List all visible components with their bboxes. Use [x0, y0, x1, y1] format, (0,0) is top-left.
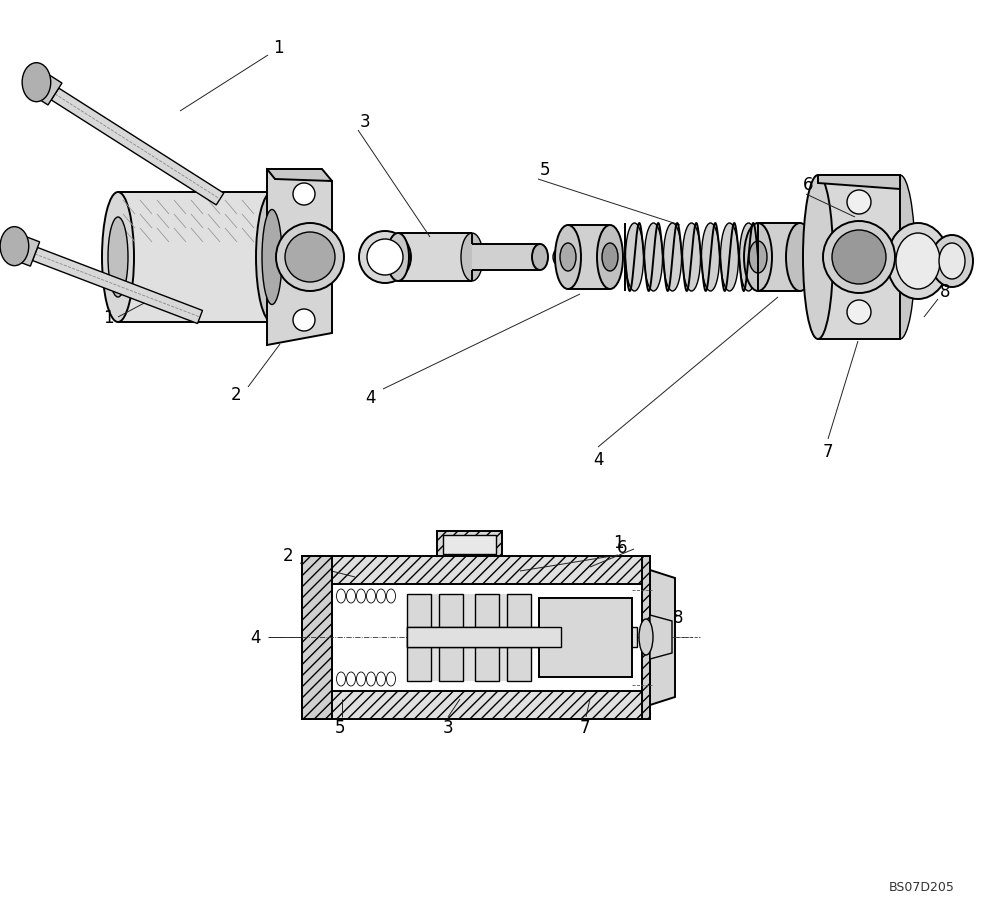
- Polygon shape: [29, 72, 62, 106]
- Ellipse shape: [847, 301, 871, 324]
- Ellipse shape: [367, 240, 403, 276]
- Ellipse shape: [256, 193, 288, 322]
- Polygon shape: [407, 628, 637, 648]
- Ellipse shape: [803, 176, 833, 340]
- Polygon shape: [332, 584, 642, 691]
- Polygon shape: [507, 594, 531, 681]
- Polygon shape: [758, 224, 800, 292]
- Ellipse shape: [625, 224, 644, 292]
- Ellipse shape: [701, 224, 720, 292]
- Polygon shape: [439, 594, 463, 681]
- Ellipse shape: [885, 176, 915, 340]
- Text: 2: 2: [283, 547, 293, 565]
- Polygon shape: [407, 594, 431, 681]
- Text: 6: 6: [617, 538, 627, 557]
- Polygon shape: [51, 89, 224, 206]
- Text: 3: 3: [360, 113, 370, 131]
- Ellipse shape: [560, 244, 576, 271]
- Text: 4: 4: [593, 451, 603, 468]
- Ellipse shape: [553, 249, 567, 267]
- Polygon shape: [118, 193, 272, 322]
- Text: 1: 1: [103, 309, 113, 327]
- Text: 4: 4: [250, 629, 260, 646]
- Ellipse shape: [22, 64, 51, 103]
- Polygon shape: [10, 235, 40, 267]
- Ellipse shape: [108, 218, 128, 298]
- Polygon shape: [33, 248, 202, 324]
- Ellipse shape: [293, 310, 315, 332]
- Ellipse shape: [262, 210, 282, 305]
- Ellipse shape: [602, 244, 618, 271]
- Ellipse shape: [555, 226, 581, 290]
- Ellipse shape: [896, 234, 940, 290]
- Text: 2: 2: [231, 385, 241, 404]
- Ellipse shape: [102, 193, 134, 322]
- Ellipse shape: [847, 190, 871, 215]
- Text: 8: 8: [673, 609, 683, 627]
- Text: 5: 5: [540, 161, 550, 179]
- Text: 4: 4: [365, 389, 375, 406]
- Ellipse shape: [939, 244, 965, 280]
- Text: 6: 6: [803, 176, 813, 194]
- Ellipse shape: [682, 224, 701, 292]
- Polygon shape: [407, 594, 531, 681]
- Ellipse shape: [644, 224, 663, 292]
- Polygon shape: [267, 169, 332, 182]
- Polygon shape: [642, 557, 650, 719]
- Ellipse shape: [931, 236, 973, 288]
- Polygon shape: [539, 599, 632, 677]
- Polygon shape: [267, 169, 332, 345]
- Polygon shape: [302, 557, 650, 719]
- Ellipse shape: [285, 232, 335, 282]
- Ellipse shape: [749, 241, 767, 273]
- Polygon shape: [407, 628, 561, 648]
- Polygon shape: [302, 557, 332, 719]
- Ellipse shape: [597, 226, 623, 290]
- Ellipse shape: [887, 224, 949, 300]
- Ellipse shape: [276, 224, 344, 292]
- Text: BS07D205: BS07D205: [889, 881, 955, 894]
- Ellipse shape: [359, 231, 411, 283]
- Polygon shape: [818, 176, 900, 340]
- Polygon shape: [475, 594, 499, 681]
- Polygon shape: [650, 615, 672, 660]
- Ellipse shape: [461, 234, 483, 281]
- Ellipse shape: [293, 184, 315, 206]
- Polygon shape: [443, 536, 496, 555]
- Ellipse shape: [639, 619, 653, 655]
- Text: 5: 5: [335, 718, 345, 736]
- Ellipse shape: [744, 224, 772, 292]
- Ellipse shape: [739, 224, 758, 292]
- Ellipse shape: [823, 221, 895, 293]
- Ellipse shape: [0, 228, 29, 266]
- Ellipse shape: [720, 224, 739, 292]
- Polygon shape: [818, 176, 900, 189]
- Polygon shape: [472, 245, 540, 271]
- Polygon shape: [650, 570, 675, 705]
- Ellipse shape: [832, 230, 886, 285]
- Polygon shape: [398, 234, 472, 281]
- Text: 7: 7: [823, 443, 833, 460]
- Ellipse shape: [532, 245, 548, 271]
- Text: 1: 1: [273, 39, 283, 57]
- Text: 8: 8: [940, 282, 950, 301]
- Text: 3: 3: [443, 718, 453, 736]
- Text: 7: 7: [580, 718, 590, 736]
- Ellipse shape: [663, 224, 682, 292]
- Polygon shape: [437, 531, 502, 557]
- Text: 1: 1: [613, 534, 623, 551]
- Ellipse shape: [387, 234, 409, 281]
- Polygon shape: [568, 226, 610, 290]
- Ellipse shape: [786, 224, 814, 292]
